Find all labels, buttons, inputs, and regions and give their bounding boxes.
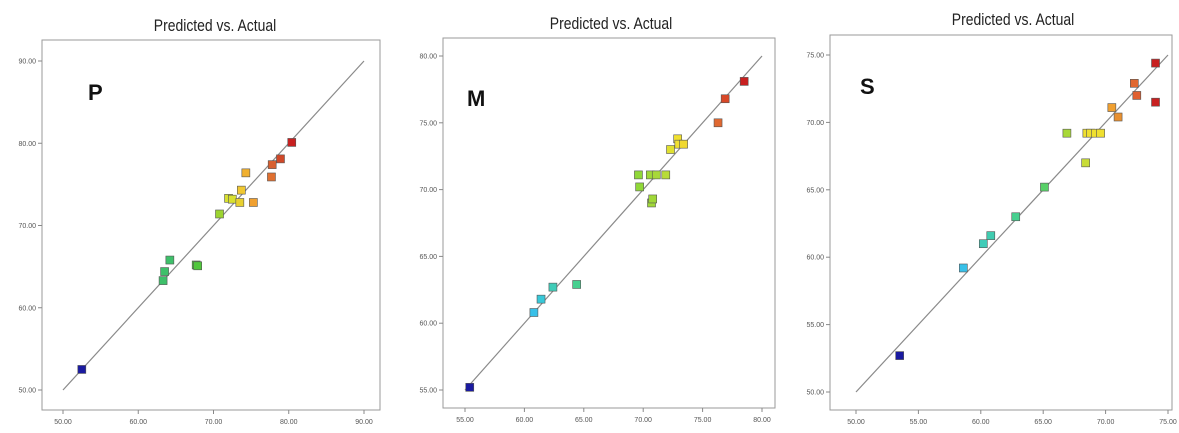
data-point [651, 170, 661, 180]
data-point [1151, 58, 1160, 68]
x-tick-label: 75.00 [1159, 419, 1177, 426]
data-point [648, 194, 658, 204]
data-point [959, 263, 968, 273]
panel-label: P [88, 80, 103, 105]
y-tick-label: 80.00 [18, 141, 36, 148]
data-point [679, 139, 688, 149]
data-point [267, 160, 277, 169]
x-tick-label: 55.00 [456, 417, 474, 424]
data-point [77, 365, 87, 374]
data-point [1062, 128, 1072, 138]
y-tick-label: 75.00 [806, 53, 824, 60]
x-tick-label: 70.00 [634, 417, 652, 424]
data-point [548, 282, 558, 292]
data-point [249, 198, 258, 207]
x-tick-label: 50.00 [847, 419, 865, 426]
data-point [895, 351, 904, 360]
y-tick-label: 60.00 [18, 305, 36, 312]
y-tick-label: 55.00 [806, 322, 824, 329]
data-point [158, 276, 168, 285]
x-tick-label: 60.00 [972, 419, 990, 426]
data-point [572, 280, 581, 289]
chart-panel-p: Predicted vs. Actual 50.00 60.00 70.00 80.0… [0, 0, 385, 433]
x-tick-label: 90.00 [355, 419, 373, 426]
data-point [536, 294, 546, 304]
x-tick-label: 60.00 [516, 417, 534, 424]
y-tick-label: 60.00 [806, 255, 824, 262]
panel-label: S [860, 74, 875, 99]
data-point [666, 145, 675, 154]
reference-line [464, 55, 763, 391]
x-tick-label: 55.00 [910, 419, 928, 426]
data-point [720, 94, 730, 104]
data-point [634, 170, 643, 180]
y-tick-label: 80.00 [419, 54, 437, 61]
data-point [160, 267, 169, 276]
plot-frame [829, 34, 1173, 411]
reference-line [62, 60, 365, 391]
data-point [529, 308, 539, 317]
data-point [739, 77, 749, 86]
data-point [465, 383, 475, 392]
data-point [237, 185, 246, 195]
y-tick-label: 65.00 [419, 254, 437, 261]
x-tick-label: 50.00 [54, 419, 72, 426]
data-point [215, 209, 224, 219]
data-point [1040, 182, 1049, 192]
chart-plot: 50.00 60.00 70.00 80.00 90.00 50.00 60.00 70.00… [18, 39, 381, 426]
data-point [1130, 79, 1139, 88]
y-tick-label: 70.00 [806, 120, 824, 127]
data-point [267, 172, 276, 182]
data-point [1132, 91, 1142, 100]
y-tick-label: 90.00 [18, 59, 36, 66]
data-point [1081, 158, 1090, 168]
y-tick-label: 75.00 [419, 120, 437, 127]
data-point [193, 261, 202, 271]
data-point [235, 198, 245, 207]
data-point [978, 239, 988, 249]
chart-title: Predicted vs. Actual [951, 10, 1075, 29]
data-point [1151, 97, 1160, 107]
x-tick-label: 80.00 [753, 417, 771, 424]
x-tick-label: 65.00 [575, 417, 593, 424]
data-point [1011, 212, 1021, 222]
plot-frame [442, 37, 776, 409]
chart-title: Predicted vs. Actual [153, 16, 277, 35]
y-tick-label: 70.00 [419, 187, 437, 194]
x-tick-label: 80.00 [280, 419, 298, 426]
x-tick-label: 75.00 [694, 417, 712, 424]
x-tick-label: 70.00 [1097, 419, 1115, 426]
y-tick-label: 55.00 [419, 388, 437, 395]
data-point [713, 118, 723, 128]
data-point [1107, 103, 1117, 112]
data-point [241, 168, 251, 178]
data-point [276, 154, 285, 164]
chart-title: Predicted vs. Actual [549, 14, 673, 33]
y-tick-label: 50.00 [18, 388, 36, 395]
y-tick-label: 60.00 [419, 321, 437, 328]
data-point [165, 255, 175, 265]
data-point [1096, 128, 1105, 138]
data-point [986, 231, 996, 240]
reference-line [855, 54, 1169, 393]
panel-label: M [467, 86, 486, 111]
y-tick-label: 50.00 [806, 390, 824, 397]
data-point [1113, 112, 1123, 122]
data-point [287, 138, 297, 147]
y-tick-label: 70.00 [18, 223, 36, 230]
x-tick-label: 65.00 [1034, 419, 1052, 426]
data-point [635, 182, 644, 192]
x-tick-label: 70.00 [205, 419, 223, 426]
y-tick-label: 65.00 [806, 187, 824, 194]
data-point [661, 170, 671, 180]
x-tick-label: 60.00 [129, 419, 147, 426]
